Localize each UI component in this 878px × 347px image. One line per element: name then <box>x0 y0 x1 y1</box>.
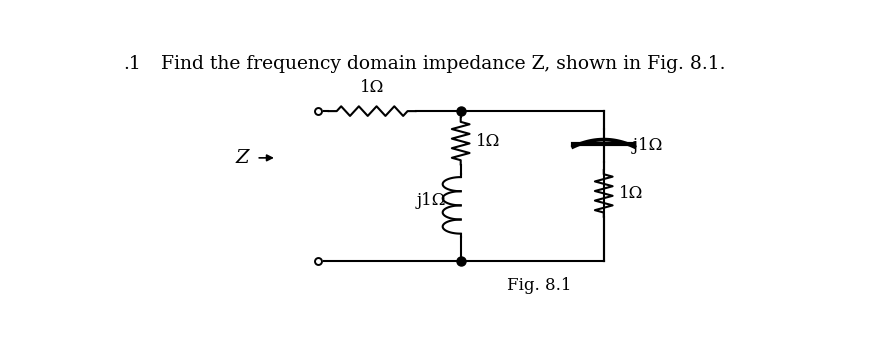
Text: Z: Z <box>235 149 249 167</box>
Text: 1Ω: 1Ω <box>618 185 643 202</box>
Text: 1Ω: 1Ω <box>475 133 500 150</box>
Text: Find the frequency domain impedance Z, shown in Fig. 8.1.: Find the frequency domain impedance Z, s… <box>161 55 724 73</box>
Text: Fig. 8.1: Fig. 8.1 <box>507 277 571 294</box>
Text: 1Ω: 1Ω <box>360 79 384 96</box>
Text: −j1Ω: −j1Ω <box>618 137 661 154</box>
Text: j1Ω: j1Ω <box>416 192 445 209</box>
Text: .1: .1 <box>123 55 141 73</box>
